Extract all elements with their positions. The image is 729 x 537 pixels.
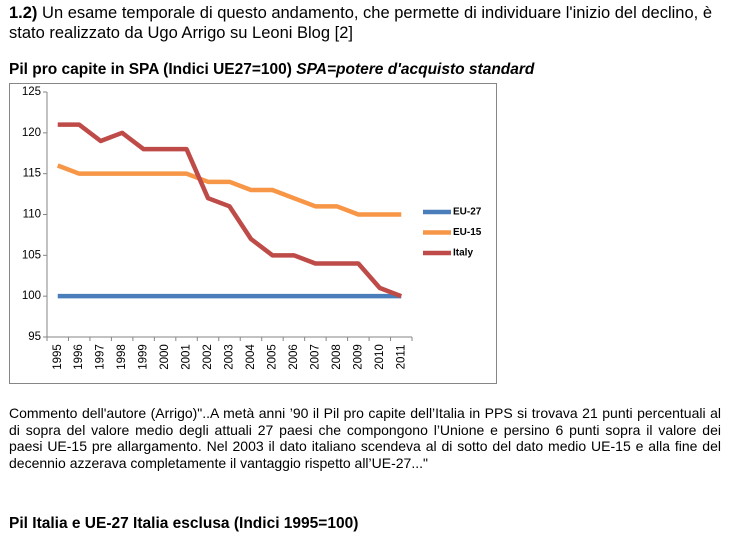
x-tick-label: 2009 [352,344,364,370]
comment: Commento dell'autore (Arrigo)"..A metà a… [9,405,721,471]
x-tick-label: 2010 [374,344,386,370]
x-tick-label: 1997 [95,344,107,370]
y-tick-label: 95 [28,331,41,343]
x-tick-label: 1998 [116,344,128,370]
y-tick-label: 125 [22,86,41,98]
x-tick-label: 1996 [73,344,85,370]
x-tick-label: 2000 [159,344,171,370]
chart-heading: Pil pro capite in SPA (Indici UE27=100) … [9,61,534,79]
legend-label: EU-27 [453,207,482,218]
chart-title: Pil pro capite in SPA (Indici UE27=100) [9,61,292,78]
x-tick-label: 2002 [202,344,214,370]
legend-label: Italy [453,248,473,259]
y-tick-label: 110 [23,209,41,221]
x-tick-label: 1999 [138,344,150,370]
x-tick-label: 2003 [224,344,236,370]
heading-number: 1.2) [9,4,38,22]
heading: 1.2) Un esame temporale di questo andame… [9,3,721,43]
subheading: Pil Italia e UE-27 Italia esclusa (Indic… [9,515,359,532]
x-tick-label: 2004 [245,344,257,370]
series-line [56,163,402,217]
x-tick-label: 1995 [52,344,64,370]
x-tick-label: 2006 [288,344,300,370]
x-tick-label: 2001 [181,344,193,370]
x-tick-label: 2011 [395,345,407,370]
x-tick-label: 2008 [331,344,343,370]
chart: 95 100 105 110 115 120 125 1995 1996 1997 1998 1999… [9,83,497,384]
x-tick-label: 2007 [309,344,321,370]
y-tick-label: 100 [22,290,41,302]
series-line [57,122,403,299]
legend-label: EU-15 [453,227,482,238]
y-tick-label: 115 [23,168,41,180]
heading-text: Un esame temporale di questo andamento, … [9,4,712,42]
y-tick-label: 120 [22,127,41,139]
chart-note: SPA=potere d'acquisto standard [296,61,535,78]
y-tick-label: 105 [22,249,41,261]
x-tick-label: 2005 [266,344,278,370]
